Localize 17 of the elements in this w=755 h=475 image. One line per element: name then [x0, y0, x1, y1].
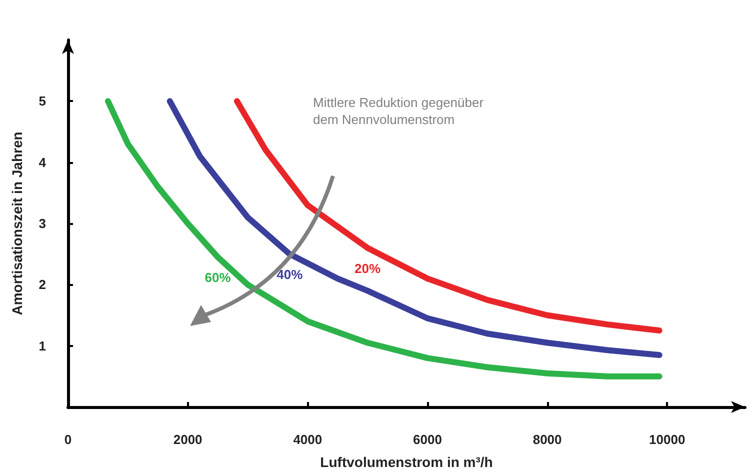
- x-tick-label: 8000: [532, 432, 562, 447]
- x-tick-label: 4000: [293, 432, 322, 447]
- x-tick-label: 6000: [413, 432, 442, 447]
- y-tick-label: 2: [38, 277, 46, 292]
- annotation: Mittlere Reduktion gegenüber dem Nennvolumenstrom: [313, 95, 488, 127]
- y-tick-label: 5: [38, 94, 46, 109]
- series-label: 40%: [276, 267, 304, 282]
- x-axis-title: Luftvolumenstrom in m³/h: [320, 454, 493, 470]
- x-tick-label: 2000: [173, 432, 202, 447]
- y-axis-title: Amortisationszeit in Jahren: [9, 132, 25, 316]
- y-tick-label: 3: [38, 216, 46, 231]
- x-tick-label: 10000: [649, 432, 686, 447]
- series-label: 60%: [204, 270, 232, 286]
- y-tick-label: 1: [38, 338, 46, 354]
- y-tick-label: 4: [38, 154, 47, 170]
- series-label: 20%: [354, 260, 381, 276]
- x-tick-label: 0: [64, 432, 72, 447]
